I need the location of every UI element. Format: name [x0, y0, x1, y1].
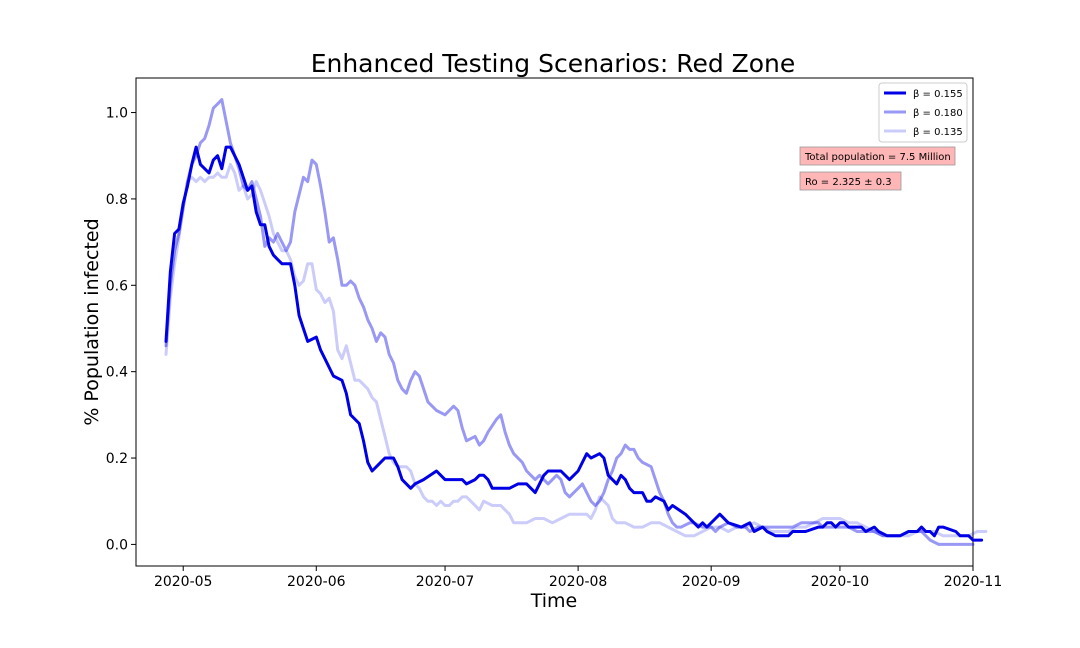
x-axis-label: Time: [530, 590, 578, 612]
y-axis-label: % Population infected: [81, 218, 103, 425]
legend-label-2: β = 0.135: [913, 127, 963, 138]
annotation-box: [799, 146, 956, 166]
y-tick-label: 1.0: [106, 106, 128, 122]
x-tick-label: 2020-11: [944, 574, 1003, 590]
legend-box: [878, 82, 968, 143]
x-tick-label: 2020-10: [811, 574, 870, 590]
legend: β = 0.155 β = 0.180 β = 0.135: [878, 82, 968, 143]
annotation-population: Total population = 7.5 Million: [799, 146, 956, 166]
x-tick-label: 2020-09: [682, 574, 741, 590]
series-line-0: [164, 145, 984, 542]
x-tick-label: 2020-05: [154, 574, 213, 590]
annotation-text: Ro = 2.325 ± 0.3: [805, 177, 892, 188]
x-tick-label: 2020-07: [416, 574, 475, 590]
y-tick-label: 0.8: [106, 192, 128, 208]
y-tick-label: 0.6: [106, 278, 128, 294]
x-axis: 2020-05 2020-06 2020-07 2020-08 2020-09 2020-…: [154, 566, 1002, 590]
y-tick-label: 0.4: [106, 365, 128, 381]
annotation-ro: Ro = 2.325 ± 0.3: [799, 171, 902, 191]
series-line-1: [164, 98, 975, 546]
y-tick-label: 0.0: [106, 537, 128, 553]
legend-label-0: β = 0.155: [913, 89, 963, 100]
x-tick-label: 2020-08: [549, 574, 608, 590]
plot-area-frame: [135, 77, 974, 567]
y-tick-label: 0.2: [106, 451, 128, 467]
series-lines: [164, 98, 988, 546]
series-line-2: [164, 162, 988, 538]
y-axis: 0.0 0.2 0.4 0.6 0.8 1.0: [106, 106, 136, 553]
annotation-box: [799, 171, 902, 191]
annotation-text: Total population = 7.5 Million: [804, 152, 951, 163]
chart-title: Enhanced Testing Scenarios: Red Zone: [311, 49, 796, 78]
legend-label-1: β = 0.180: [913, 108, 963, 119]
x-tick-label: 2020-06: [287, 574, 346, 590]
